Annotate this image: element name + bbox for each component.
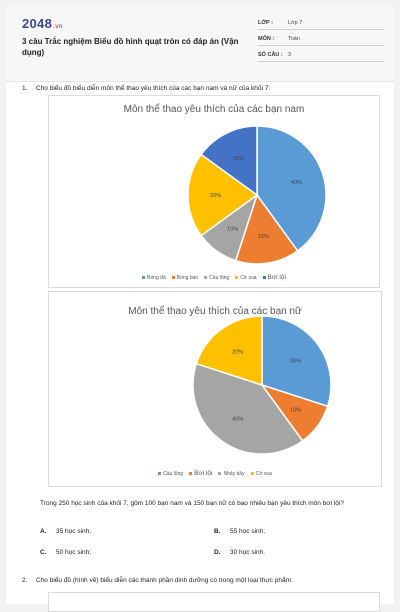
document-page: 2048.vn 3 câu Trắc nghiệm Biểu đồ hình q… xyxy=(6,4,394,612)
pie-data-label: 10% xyxy=(290,407,301,413)
answer-option-a[interactable]: A. 35 học sinh; xyxy=(40,528,91,535)
legend-label: Bơi lội xyxy=(267,274,286,281)
legend-entry: Cầu lông xyxy=(158,471,183,477)
pie-data-label: 20% xyxy=(232,350,243,356)
meta-value: Lớp 7 xyxy=(288,20,303,26)
option-letter: B. xyxy=(214,528,221,535)
legend-swatch xyxy=(235,276,239,280)
chart-legend: Bóng đá Bóng bàn Cầu lông Cờ vua Bơi lội xyxy=(49,274,379,281)
legend-entry: Bơi lội xyxy=(262,274,286,281)
pie-data-label: 15% xyxy=(258,234,269,240)
question-1-problem: Trong 250 học sinh của khối 7, gồm 100 b… xyxy=(40,500,344,507)
pie-slice-3 xyxy=(187,153,259,237)
answer-option-b[interactable]: B. 55 học sinh; xyxy=(214,528,265,535)
legend-entry: Nhảy dây xyxy=(218,471,245,477)
pie-slice-4 xyxy=(200,125,258,197)
pie-data-label: 40% xyxy=(232,416,243,422)
option-text: 50 học sinh; xyxy=(56,549,92,556)
answer-option-c[interactable]: C. 50 học sinh; xyxy=(40,549,91,556)
document-title: 3 câu Trắc nghiệm Biểu đồ hình quạt tròn… xyxy=(22,37,239,57)
pie-slice-1 xyxy=(234,193,299,265)
meta-key: MÔN : xyxy=(258,36,275,42)
legend-entry: Cầu lông xyxy=(204,275,229,281)
legend-swatch xyxy=(171,276,175,280)
legend-entry: Bóng đá xyxy=(142,275,166,281)
legend-label: Bóng đá xyxy=(147,275,166,281)
legend-label: Nhảy dây xyxy=(223,471,245,477)
legend-entry: Cờ vua xyxy=(235,275,257,281)
pie-chart-boys: Môn thể thao yêu thích của các bạn nam 4… xyxy=(48,95,380,288)
pie-data-label: 20% xyxy=(210,193,221,199)
logo-suffix: .vn xyxy=(53,24,63,30)
document-header: 2048.vn 3 câu Trắc nghiệm Biểu đồ hình q… xyxy=(6,4,394,82)
legend-label: Bóng bàn xyxy=(176,275,199,281)
legend-label: Cầu lông xyxy=(163,471,184,477)
meta-value: Toán xyxy=(288,36,300,42)
legend-label: Cờ vua xyxy=(240,275,257,281)
legend-swatch xyxy=(218,472,222,476)
meta-row-subject: MÔN : Toán xyxy=(258,32,384,46)
legend-entry: Bơi lội xyxy=(189,470,212,477)
legend-swatch xyxy=(250,472,254,476)
question-text: Cho biểu đồ (hình vẽ) biểu diễn các thàn… xyxy=(36,577,293,584)
pie-chart-girls: Môn thể thao yêu thích của các bạn nữ 30… xyxy=(48,291,382,487)
meta-key: LỚP : xyxy=(258,20,273,26)
site-logo[interactable]: 2048.vn xyxy=(22,16,63,31)
pie-data-label: 15% xyxy=(233,156,244,162)
pie-slice-0 xyxy=(256,125,327,252)
option-text: 35 học sinh; xyxy=(56,528,92,535)
pie-chart-svg: 30% 10% 40% 20% xyxy=(192,315,332,455)
logo-main: 2048 xyxy=(22,16,53,31)
meta-key: SỐ CÂU : xyxy=(258,52,283,58)
chart-box-question-2 xyxy=(48,592,380,612)
option-letter: D. xyxy=(214,549,221,556)
legend-label: Cờ vua xyxy=(255,471,272,477)
meta-row-count: SỐ CÂU : 3 xyxy=(258,48,384,62)
legend-label: Cầu lông xyxy=(209,275,230,281)
pie-chart-svg: 40% 15% 10% 20% 15% xyxy=(187,125,327,265)
legend-swatch xyxy=(189,471,193,475)
legend-swatch xyxy=(142,276,146,280)
legend-swatch xyxy=(262,275,266,279)
legend-swatch xyxy=(204,276,208,280)
meta-row-class: LỚP : Lớp 7 xyxy=(258,16,384,30)
answer-option-d[interactable]: D. 30 học sinh. xyxy=(214,549,265,556)
question-number: 1. xyxy=(22,85,28,92)
question-text: Cho biểu đồ biểu diễn môn thể thao yêu t… xyxy=(36,85,271,92)
pie-data-label: 40% xyxy=(291,180,302,186)
chart-legend: Cầu lông Bơi lội Nhảy dây Cờ vua xyxy=(49,470,381,477)
pie-data-label: 10% xyxy=(227,226,238,232)
option-text: 55 học sinh; xyxy=(230,528,266,535)
chart-title: Môn thể thao yêu thích của các bạn nam xyxy=(123,104,305,115)
question-number: 2. xyxy=(22,577,28,584)
legend-label: Bơi lội xyxy=(194,470,213,477)
option-text: 30 học sinh. xyxy=(230,549,266,556)
legend-entry: Cờ vua xyxy=(250,471,272,477)
legend-swatch xyxy=(158,472,162,476)
pie-slice-2 xyxy=(192,362,304,455)
pie-slice-0 xyxy=(261,315,332,408)
chart-title: Môn thể thao yêu thích của các bạn nữ xyxy=(128,306,302,317)
option-letter: A. xyxy=(40,528,47,535)
option-letter: C. xyxy=(40,549,47,556)
meta-value: 3 xyxy=(288,52,292,58)
pie-slice-3 xyxy=(195,315,263,387)
legend-entry: Bóng bàn xyxy=(171,275,199,281)
pie-data-label: 30% xyxy=(290,359,301,365)
